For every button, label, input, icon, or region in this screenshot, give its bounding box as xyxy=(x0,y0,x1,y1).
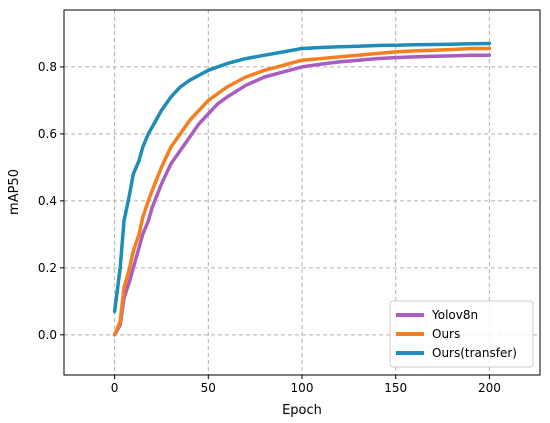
axis-ticks: 0 50 100 150 200 0.0 0.2 0.4 0.6 0.8 xyxy=(38,60,501,395)
y-tick-label: 0.0 xyxy=(38,328,57,342)
series-line-ours xyxy=(112,46,492,337)
x-tick-label: 100 xyxy=(291,381,314,395)
y-tick-label: 0.6 xyxy=(38,127,57,141)
legend: Yolov8n Ours Ours(transfer) xyxy=(389,300,534,368)
y-tick-label: 0.2 xyxy=(38,261,57,275)
x-axis-title: Epoch xyxy=(282,403,322,418)
legend-label-yolov8n: Yolov8n xyxy=(431,308,478,322)
y-axis-title: mAP50 xyxy=(7,169,22,215)
series-lines xyxy=(112,41,492,337)
x-tick-label: 50 xyxy=(201,381,216,395)
x-tick-label: 150 xyxy=(384,381,407,395)
y-tick-label: 0.4 xyxy=(38,194,57,208)
legend-box xyxy=(389,300,534,368)
x-tick-label: 200 xyxy=(478,381,501,395)
series-line-yolov8n xyxy=(112,53,492,337)
series-line-ours-transfer xyxy=(112,41,492,314)
y-tick-label: 0.8 xyxy=(38,60,57,74)
x-tick-label: 0 xyxy=(111,381,119,395)
legend-label-ours-transfer: Ours(transfer) xyxy=(432,346,517,360)
legend-label-ours: Ours xyxy=(432,327,460,341)
